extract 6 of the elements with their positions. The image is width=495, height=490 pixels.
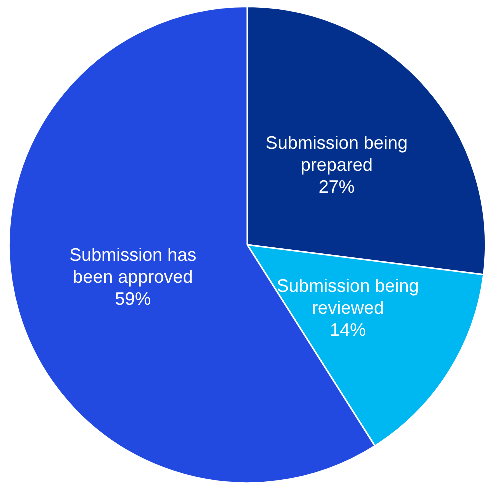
slice-label: Submission being prepared xyxy=(266,133,408,176)
slice-label: Submission being reviewed xyxy=(277,276,420,318)
data-label: 14% xyxy=(330,320,366,340)
slice-label: Submission has been approved xyxy=(70,245,197,288)
data-label: 27% xyxy=(318,177,355,198)
data-label: 59% xyxy=(115,289,152,310)
